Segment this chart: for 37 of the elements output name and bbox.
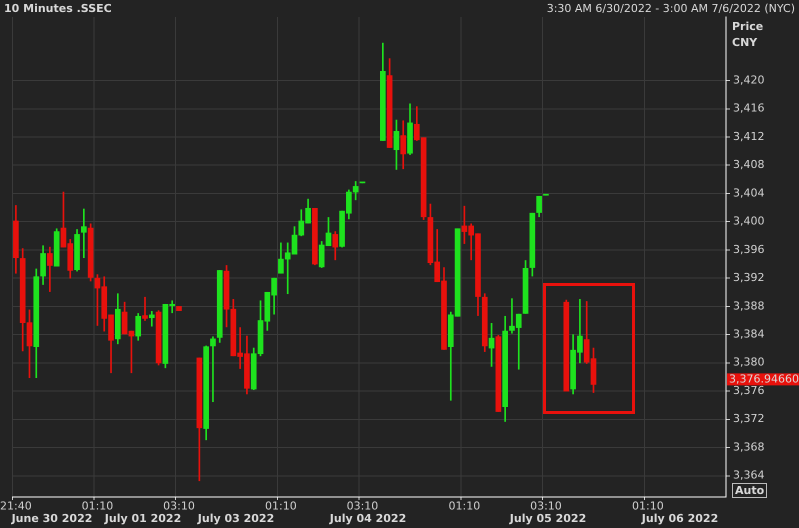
y-tick-label: 3,412 bbox=[733, 130, 764, 143]
y-tick-label: 3,372 bbox=[733, 412, 764, 426]
x-tick-label: 01:10 bbox=[265, 499, 297, 512]
text: July 06 2022 bbox=[642, 512, 718, 525]
y-tick-label: 3,400 bbox=[733, 214, 764, 228]
y-axis-title: Price CNY bbox=[732, 19, 764, 51]
y-tick-label: 3,420 bbox=[733, 73, 764, 86]
x-tick-label: 03:10 bbox=[163, 499, 195, 512]
y-tick-label: 3,404 bbox=[733, 186, 764, 200]
y-tick-label: 3,388 bbox=[733, 299, 764, 312]
y-tick-label: 3,408 bbox=[733, 158, 764, 172]
y-tick-label: 3,396 bbox=[733, 242, 764, 256]
text: July 04 2022 bbox=[330, 512, 406, 525]
x-tick-label: 01:10 bbox=[448, 499, 480, 512]
text: June 30 2022 bbox=[12, 512, 92, 525]
y-tick-label: 3,368 bbox=[733, 440, 764, 454]
x-tick-label: 03:10 bbox=[346, 499, 378, 512]
text: Auto bbox=[732, 483, 768, 498]
y-tick-label: 3,416 bbox=[733, 102, 764, 115]
y-tick-label: 3,364 bbox=[733, 468, 764, 482]
text: July 03 2022 bbox=[198, 512, 274, 525]
y-tick-label: 3,392 bbox=[733, 271, 764, 284]
x-tick-label: 01:10 bbox=[632, 499, 664, 512]
y-tick-label: 3,384 bbox=[733, 328, 764, 341]
x-tick-label: 01:10 bbox=[82, 499, 114, 512]
text: July 01 2022 bbox=[104, 512, 182, 525]
chart-title: 10 Minutes .SSEC bbox=[4, 2, 112, 15]
x-tick-label: 03:10 bbox=[530, 499, 562, 512]
x-tick-label: 21:40 bbox=[0, 499, 32, 512]
text: 3,376.94660 bbox=[729, 372, 799, 386]
candlestick bbox=[142, 296, 148, 321]
chart-subtitle: 3:30 AM 6/30/2022 - 3:00 AM 7/6/2022 (NYC) bbox=[546, 2, 795, 15]
y-tick-label: 3,376 bbox=[733, 384, 764, 397]
y-tick-label: 3,380 bbox=[733, 356, 764, 369]
candlestick bbox=[210, 336, 216, 402]
text: July 05 2022 bbox=[510, 512, 586, 525]
candlestick bbox=[488, 323, 494, 367]
